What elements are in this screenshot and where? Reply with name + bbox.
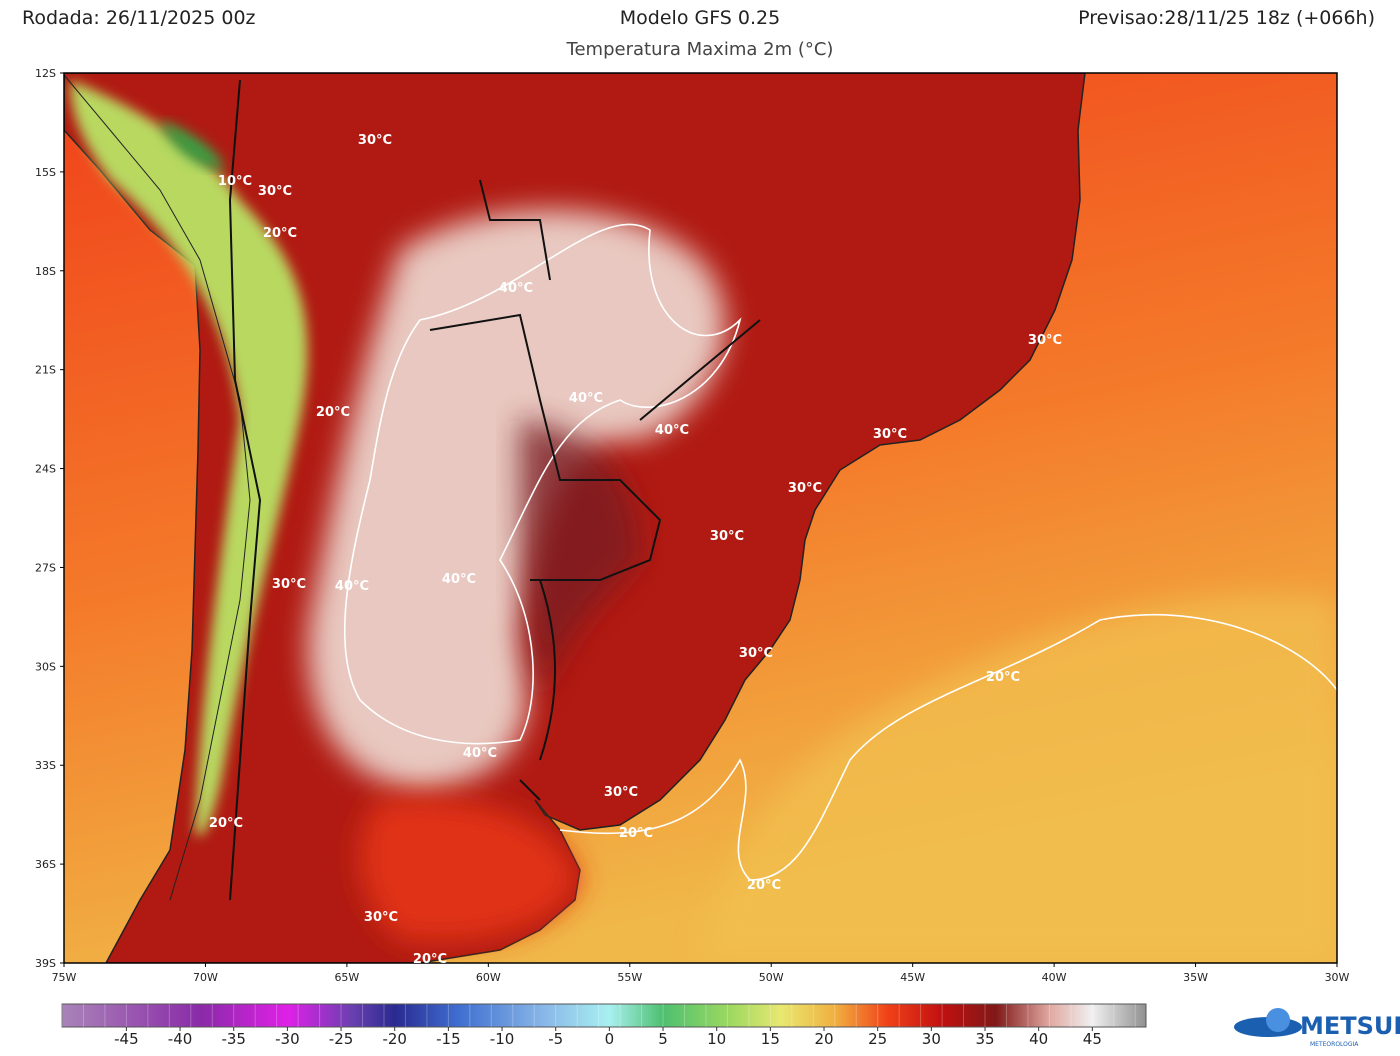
lat-label: 18S: [35, 265, 56, 278]
contour-label: 40°C: [442, 572, 476, 587]
contour-label: 20°C: [619, 826, 653, 841]
hot-dark: [520, 420, 640, 700]
contour-label: 10°C: [218, 174, 252, 189]
lon-label: 55W: [617, 971, 642, 984]
colorbar-tick-label: 0: [605, 1030, 615, 1048]
contour-label: 40°C: [655, 423, 689, 438]
contour-label: 20°C: [747, 878, 781, 893]
lon-label: 50W: [759, 971, 784, 984]
lon-label: 30W: [1325, 971, 1350, 984]
colorbar-bar: [61, 1003, 1147, 1028]
colorbar-tick-label: 15: [761, 1030, 780, 1048]
lat-label: 12S: [35, 67, 56, 80]
colorbar-tick-label: 45: [1083, 1030, 1102, 1048]
colorbar-tick-label: 30: [922, 1030, 941, 1048]
lon-label: 60W: [476, 971, 501, 984]
colorbar-tick-label: -40: [168, 1030, 193, 1048]
contour-label: 30°C: [1028, 333, 1062, 348]
isotherm-40: [343, 223, 742, 745]
contour-label: 40°C: [569, 391, 603, 406]
logo-name: METSUL: [1300, 1012, 1400, 1040]
colorbar: -45 -40 -35 -30 -25 -20 -15 -10 -5 0 5 10 15 20 25 30 35…: [61, 1003, 1147, 1048]
contour-label: 20°C: [316, 405, 350, 420]
contour-label: 20°C: [413, 952, 447, 967]
contour-label: 40°C: [463, 746, 497, 761]
lon-label: 70W: [193, 971, 218, 984]
subtitle: Temperatura Maxima 2m (°C): [566, 39, 834, 60]
colorbar-tick-label: 40: [1029, 1030, 1048, 1048]
colorbar-tick-label: -45: [114, 1030, 139, 1048]
lat-label: 39S: [35, 957, 56, 970]
contour-label: 30°C: [258, 184, 292, 199]
run-text: Rodada: 26/11/2025 00z: [22, 7, 256, 29]
lat-label: 24S: [35, 463, 56, 476]
colorbar-tick-label: -20: [382, 1030, 407, 1048]
country-borders: [228, 79, 761, 901]
colorbar-tick-label: 10: [707, 1030, 726, 1048]
contour-label: 30°C: [788, 481, 822, 496]
contour-label: 20°C: [263, 226, 297, 241]
colorbar-tick-label: -25: [329, 1030, 354, 1048]
colorbar-tick-label: -30: [275, 1030, 300, 1048]
colorbar-tick-label: 35: [975, 1030, 994, 1048]
lon-label: 40W: [1042, 971, 1067, 984]
colorbar-tick-label: -10: [490, 1030, 515, 1048]
border: [64, 74, 251, 901]
cool-ocean: [700, 594, 1337, 963]
colorbar-tick-label: -15: [436, 1030, 461, 1048]
logo-globe: [1266, 1008, 1290, 1032]
hot-core: [308, 210, 725, 790]
contour-label: 20°C: [986, 670, 1020, 685]
forecast-text: Previsao:28/11/25 18z (+066h): [1078, 7, 1375, 29]
colorbar-tick-label: -5: [548, 1030, 563, 1048]
lon-label: 35W: [1183, 971, 1208, 984]
lat-label: 30S: [35, 660, 56, 673]
colorbar-tick-label: 20: [814, 1030, 833, 1048]
lon-label: 75W: [52, 971, 77, 984]
lon-label: 65W: [334, 971, 359, 984]
lon-label: 45W: [900, 971, 925, 984]
contour-label: 30°C: [272, 577, 306, 592]
map-area: [64, 73, 1337, 963]
contour-label: 40°C: [335, 579, 369, 594]
lat-label: 33S: [35, 759, 56, 772]
contour-label: 30°C: [739, 646, 773, 661]
lat-label: 15S: [35, 166, 56, 179]
contour-label: 20°C: [209, 816, 243, 831]
lat-label: 36S: [35, 858, 56, 871]
logo: METSUL METEOROLOGIA: [1234, 1008, 1400, 1048]
contour-label: 30°C: [358, 133, 392, 148]
colorbar-tick-label: 5: [658, 1030, 668, 1048]
colorbar-tick-label: 25: [868, 1030, 887, 1048]
south-warm: [359, 798, 580, 943]
contour-label: 30°C: [873, 427, 907, 442]
contour-label: 30°C: [604, 785, 638, 800]
andes-cool: [70, 80, 308, 837]
isotherm-20: [559, 613, 1337, 881]
logo-tagline: METEOROLOGIA: [1310, 1041, 1359, 1048]
lat-label: 27S: [35, 561, 56, 574]
contour-label: 30°C: [364, 910, 398, 925]
contour-label: 40°C: [499, 281, 533, 296]
andes-cold: [160, 120, 225, 170]
lat-label: 21S: [35, 364, 56, 377]
model-text: Modelo GFS 0.25: [620, 7, 780, 29]
colorbar-tick-label: -35: [221, 1030, 246, 1048]
contour-label: 30°C: [710, 529, 744, 544]
map-frame: [63, 72, 1338, 964]
